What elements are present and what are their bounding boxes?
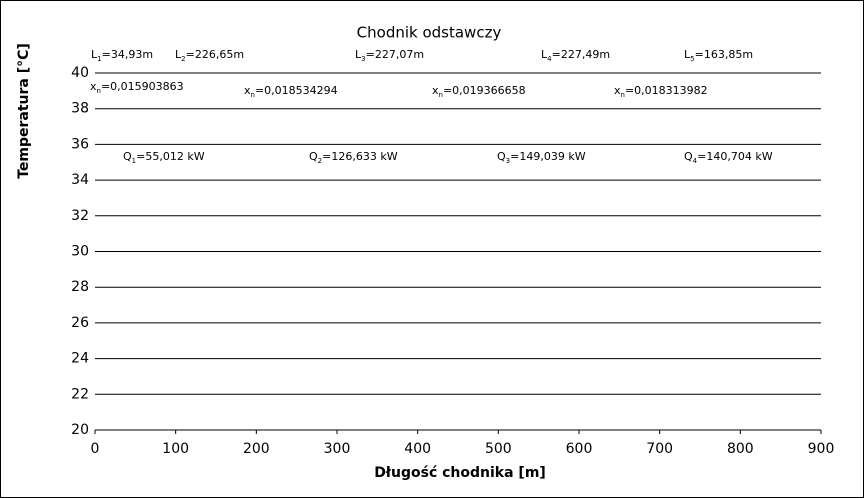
x-tick-label: 100: [162, 441, 189, 457]
y-tick-label: 38: [71, 101, 89, 117]
y-tick-label: 40: [71, 65, 89, 81]
x-tick-label: 0: [91, 441, 100, 457]
annotation: L4=227,49m: [541, 48, 610, 63]
y-tick-label: 20: [71, 422, 89, 438]
annotation-subscript: 5: [690, 55, 694, 63]
chart-title: Chodnik odstawczy: [357, 24, 502, 42]
annotation-symbol: Q: [497, 150, 506, 163]
annotation-symbol: x: [90, 80, 97, 93]
annotation-text: =0,018534294: [255, 84, 338, 97]
annotation-text: =34,93m: [102, 48, 153, 61]
annotation-subscript: n: [97, 87, 101, 95]
annotation-text: =149,039 kW: [510, 150, 586, 163]
annotation-text: =0,018313982: [625, 84, 708, 97]
annotation: xn=0,018534294: [244, 84, 338, 99]
y-tick-label: 34: [71, 172, 89, 188]
annotation-symbol: L: [175, 48, 182, 61]
annotation-symbol: L: [91, 48, 98, 61]
annotation: xn=0,015903863: [90, 80, 184, 95]
x-tick-label: 400: [404, 441, 431, 457]
annotation: L3=227,07m: [355, 48, 424, 63]
x-tick-label: 800: [727, 441, 754, 457]
annotation-text: =140,704 kW: [697, 150, 773, 163]
y-tick-label: 24: [71, 351, 89, 367]
annotation-subscript: n: [251, 91, 255, 99]
annotation: L2=226,65m: [175, 48, 244, 63]
annotation-symbol: Q: [123, 150, 132, 163]
x-tick-label: 500: [485, 441, 512, 457]
y-tick-label: 28: [71, 279, 89, 295]
annotation: Q1=55,012 kW: [123, 150, 205, 165]
annotation-subscript: n: [439, 91, 443, 99]
x-tick-label: 200: [243, 441, 270, 457]
y-tick-label: 22: [71, 386, 89, 402]
annotation-subscript: 2: [181, 55, 185, 63]
annotation-subscript: 2: [318, 157, 322, 165]
y-tick-label: 30: [71, 244, 89, 260]
annotation-subscript: n: [621, 91, 625, 99]
annotation: Q2=126,633 kW: [309, 150, 398, 165]
annotation: Q3=149,039 kW: [497, 150, 586, 165]
annotation: xn=0,019366658: [432, 84, 526, 99]
annotation-text: =163,85m: [695, 48, 753, 61]
annotation-symbol: Q: [684, 150, 693, 163]
x-tick-label: 900: [808, 441, 835, 457]
annotation-text: =226,65m: [186, 48, 244, 61]
annotation-subscript: 1: [132, 157, 136, 165]
annotation-text: =0,019366658: [443, 84, 526, 97]
annotation-text: =227,07m: [366, 48, 424, 61]
x-axis-label: Długość chodnika [m]: [374, 465, 546, 481]
x-tick-label: 300: [324, 441, 351, 457]
annotation-symbol: L: [355, 48, 362, 61]
y-tick-label: 36: [71, 136, 89, 152]
annotation: xn=0,018313982: [614, 84, 708, 99]
annotation-subscript: 4: [547, 55, 552, 63]
annotation-symbol: x: [432, 84, 439, 97]
annotation-subscript: 3: [361, 55, 365, 63]
annotation-symbol: x: [244, 84, 251, 97]
annotation-subscript: 3: [506, 157, 510, 165]
annotation: L1=34,93m: [91, 48, 153, 63]
y-tick-label: 26: [71, 315, 89, 331]
annotation: Q4=140,704 kW: [684, 150, 773, 165]
annotation-symbol: Q: [309, 150, 318, 163]
annotation-symbol: L: [684, 48, 691, 61]
annotation-text: =126,633 kW: [322, 150, 398, 163]
annotation-subscript: 1: [97, 55, 101, 63]
annotation-text: =55,012 kW: [136, 150, 205, 163]
annotation: L5=163,85m: [684, 48, 753, 63]
annotation-text: =227,49m: [552, 48, 610, 61]
annotation-symbol: L: [541, 48, 548, 61]
annotation-subscript: 4: [693, 157, 698, 165]
y-axis-label: Temperatura [°C]: [16, 43, 32, 179]
y-tick-label: 32: [71, 208, 89, 224]
x-tick-label: 600: [566, 441, 593, 457]
x-tick-label: 700: [646, 441, 673, 457]
annotation-symbol: x: [614, 84, 621, 97]
annotation-text: =0,015903863: [101, 80, 184, 93]
